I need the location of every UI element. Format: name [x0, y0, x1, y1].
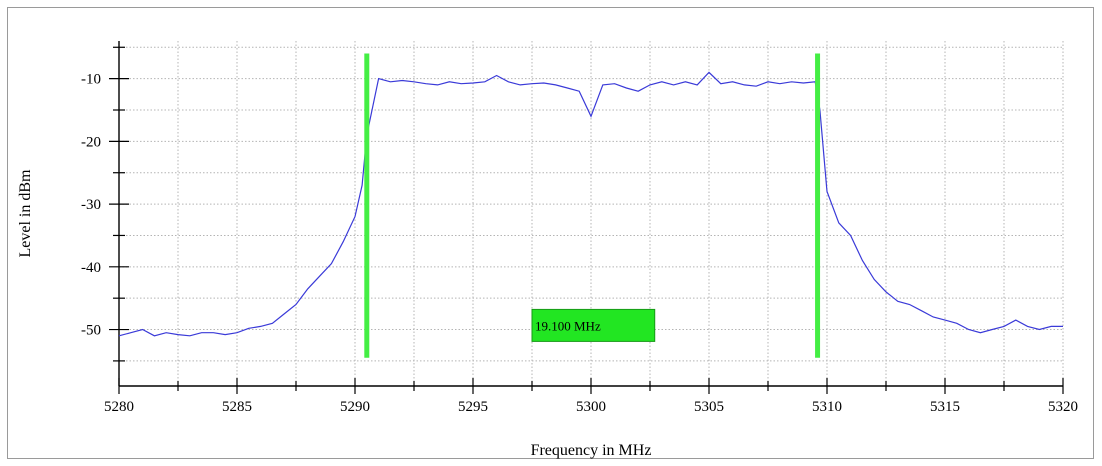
y-tick-label: -30	[81, 197, 101, 213]
y-tick-label: -20	[81, 134, 101, 150]
x-tick-label: 5285	[222, 399, 252, 415]
y-ticks: -10 -20 -30 -40 -50	[81, 46, 129, 362]
x-ticks: 5280 5285 5290 5295 5300 5305 5310 5315 5320	[104, 378, 1078, 415]
grid-lines	[119, 41, 1064, 386]
chart-frame: 5280 5285 5290 5295 5300 5305 5310 5315 5320 -10…	[7, 7, 1094, 459]
bandwidth-label-box: 19.100 MHz	[531, 308, 656, 342]
bandwidth-markers	[364, 53, 821, 358]
spectrum-chart: 5280 5285 5290 5295 5300 5305 5310 5315 5320 -10…	[17, 41, 1078, 459]
x-tick-label: 5290	[340, 399, 370, 415]
bandwidth-label: 19.100 MHz	[535, 318, 601, 333]
x-tick-label: 5320	[1048, 399, 1078, 415]
y-tick-label: -40	[81, 260, 101, 276]
spectrum-trace	[118, 71, 1063, 337]
x-axis-title: Frequency in MHz	[531, 442, 652, 459]
y-axis-title: Level in dBm	[17, 169, 34, 258]
x-tick-label: 5315	[930, 399, 960, 415]
y-tick-label: -10	[81, 72, 101, 88]
x-tick-label: 5305	[694, 399, 724, 415]
x-tick-label: 5310	[812, 399, 842, 415]
x-tick-label: 5295	[458, 399, 488, 415]
bandwidth-label-background	[531, 308, 656, 342]
x-tick-label: 5280	[104, 399, 134, 415]
x-tick-label: 5300	[576, 399, 606, 415]
y-tick-label: -50	[81, 323, 101, 339]
